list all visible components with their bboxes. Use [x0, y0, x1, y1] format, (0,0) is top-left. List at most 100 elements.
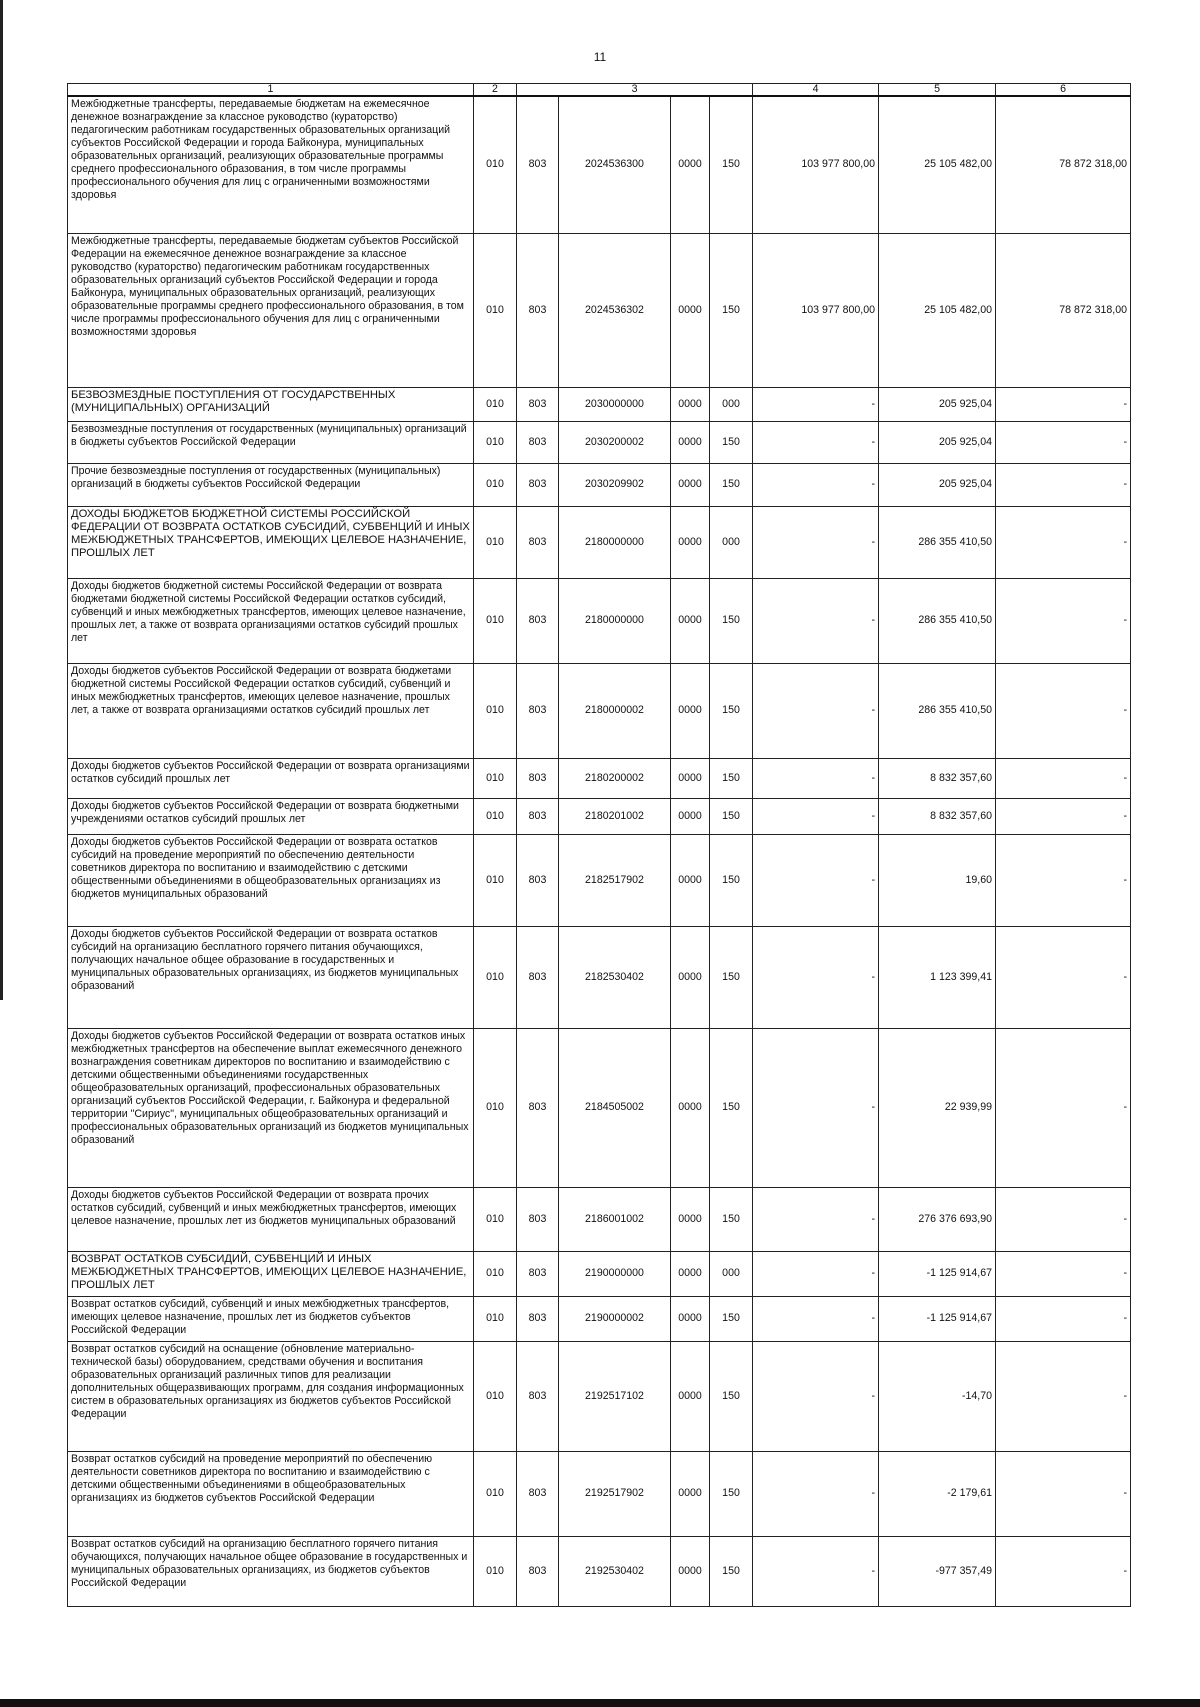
cell-d: 0000 [670, 505, 710, 579]
cell-d: 0000 [670, 1340, 710, 1452]
cell-b: 803 [516, 505, 559, 579]
cell-code: 2190000000 [558, 1250, 671, 1297]
cell-a: 010 [473, 386, 517, 422]
cell-c4: - [752, 1450, 880, 1537]
table-row: Доходы бюджетов субъектов Российской Фед… [67, 925, 1132, 1029]
cell-c6: - [995, 662, 1132, 759]
cell-c5: 205 925,04 [878, 386, 997, 422]
cell-c5: 286 355 410,50 [878, 662, 997, 759]
cell-c4: - [752, 833, 880, 927]
cell-code: 2030000000 [558, 386, 671, 422]
cell-e: 150 [708, 1450, 754, 1537]
cell-c4: - [752, 1186, 880, 1252]
cell-c6: - [995, 420, 1132, 464]
cell-c6: - [995, 833, 1132, 927]
cell-e: 000 [708, 505, 754, 579]
cell-c5: 22 939,99 [878, 1027, 997, 1188]
cell-c5: -14,70 [878, 1340, 997, 1452]
cell-c6: - [995, 462, 1132, 507]
cell-c5: 286 355 410,50 [878, 577, 997, 664]
cell-c6: - [995, 757, 1132, 799]
cell-b: 803 [516, 420, 559, 464]
cell-a: 010 [473, 1450, 517, 1537]
table-row: Возврат остатков субсидий на организацию… [67, 1535, 1132, 1607]
scan-edge [0, 0, 3, 1000]
cell-b: 803 [516, 925, 559, 1029]
cell-c5: 205 925,04 [878, 462, 997, 507]
cell-name: Доходы бюджетов субъектов Российской Фед… [67, 757, 474, 799]
cell-code: 2192530402 [558, 1535, 671, 1607]
cell-d: 0000 [670, 662, 710, 759]
cell-name: Доходы бюджетов субъектов Российской Фед… [67, 1027, 474, 1188]
cell-code: 2182517902 [558, 833, 671, 927]
cell-a: 010 [473, 232, 517, 388]
cell-c5: 19,60 [878, 833, 997, 927]
cell-name: Межбюджетные трансферты, передаваемые бю… [67, 232, 474, 388]
cell-d: 0000 [670, 1535, 710, 1607]
cell-name: ДОХОДЫ БЮДЖЕТОВ БЮДЖЕТНОЙ СИСТЕМЫ РОССИЙ… [67, 505, 474, 579]
cell-a: 010 [473, 1250, 517, 1297]
header-cell: 1 [67, 83, 474, 97]
cell-code: 2024536300 [558, 95, 671, 234]
cell-c4: - [752, 386, 880, 422]
table-row: БЕЗВОЗМЕЗДНЫЕ ПОСТУПЛЕНИЯ ОТ ГОСУДАРСТВЕ… [67, 386, 1132, 422]
cell-c5: -977 357,49 [878, 1535, 997, 1607]
cell-b: 803 [516, 95, 559, 234]
table-row: Доходы бюджетов субъектов Российской Фед… [67, 797, 1132, 835]
cell-c6: - [995, 386, 1132, 422]
header-cell: 3 [515, 83, 754, 97]
cell-b: 803 [516, 462, 559, 507]
table-row: Доходы бюджетов субъектов Российской Фед… [67, 662, 1132, 759]
cell-d: 0000 [670, 797, 710, 835]
cell-code: 2180000002 [558, 662, 671, 759]
cell-e: 150 [708, 232, 754, 388]
cell-a: 010 [473, 505, 517, 579]
table-row: ДОХОДЫ БЮДЖЕТОВ БЮДЖЕТНОЙ СИСТЕМЫ РОССИЙ… [67, 505, 1132, 579]
cell-name: Возврат остатков субсидий на организацию… [67, 1535, 474, 1607]
scan-edge-bottom [0, 1699, 1200, 1707]
cell-a: 010 [473, 420, 517, 464]
table-row: Доходы бюджетов субъектов Российской Фед… [67, 833, 1132, 927]
cell-d: 0000 [670, 925, 710, 1029]
cell-e: 150 [708, 1535, 754, 1607]
cell-e: 150 [708, 1186, 754, 1252]
cell-code: 2030200002 [558, 420, 671, 464]
cell-code: 2030209902 [558, 462, 671, 507]
cell-a: 010 [473, 1186, 517, 1252]
cell-d: 0000 [670, 1250, 710, 1297]
cell-name: Доходы бюджетов субъектов Российской Фед… [67, 662, 474, 759]
cell-c5: 276 376 693,90 [878, 1186, 997, 1252]
cell-d: 0000 [670, 420, 710, 464]
cell-c4: - [752, 1027, 880, 1188]
cell-name: Доходы бюджетов субъектов Российской Фед… [67, 797, 474, 835]
cell-b: 803 [516, 757, 559, 799]
cell-c6: 78 872 318,00 [995, 232, 1132, 388]
cell-c4: - [752, 577, 880, 664]
cell-c6: - [995, 1250, 1132, 1297]
cell-name: Межбюджетные трансферты, передаваемые бю… [67, 95, 474, 234]
table-row: Доходы бюджетов субъектов Российской Фед… [67, 757, 1132, 799]
cell-e: 150 [708, 797, 754, 835]
cell-a: 010 [473, 1027, 517, 1188]
cell-a: 010 [473, 1340, 517, 1452]
cell-code: 2180201002 [558, 797, 671, 835]
cell-e: 150 [708, 925, 754, 1029]
cell-b: 803 [516, 1295, 559, 1342]
cell-b: 803 [516, 833, 559, 927]
cell-a: 010 [473, 925, 517, 1029]
cell-a: 010 [473, 1535, 517, 1607]
budget-table: 1 2 3 4 5 6 Межбюджетные трансферты, пер… [67, 83, 1132, 1607]
cell-code: 2180200002 [558, 757, 671, 799]
header-cell: 2 [473, 83, 517, 97]
cell-c4: - [752, 1535, 880, 1607]
cell-b: 803 [516, 577, 559, 664]
cell-e: 150 [708, 577, 754, 664]
cell-e: 000 [708, 386, 754, 422]
cell-d: 0000 [670, 757, 710, 799]
table-row: Прочие безвозмездные поступления от госу… [67, 462, 1132, 507]
cell-code: 2192517902 [558, 1450, 671, 1537]
cell-c4: - [752, 462, 880, 507]
cell-code: 2180000000 [558, 505, 671, 579]
header-row: 1 2 3 4 5 6 [67, 83, 1132, 97]
cell-c5: -1 125 914,67 [878, 1250, 997, 1297]
